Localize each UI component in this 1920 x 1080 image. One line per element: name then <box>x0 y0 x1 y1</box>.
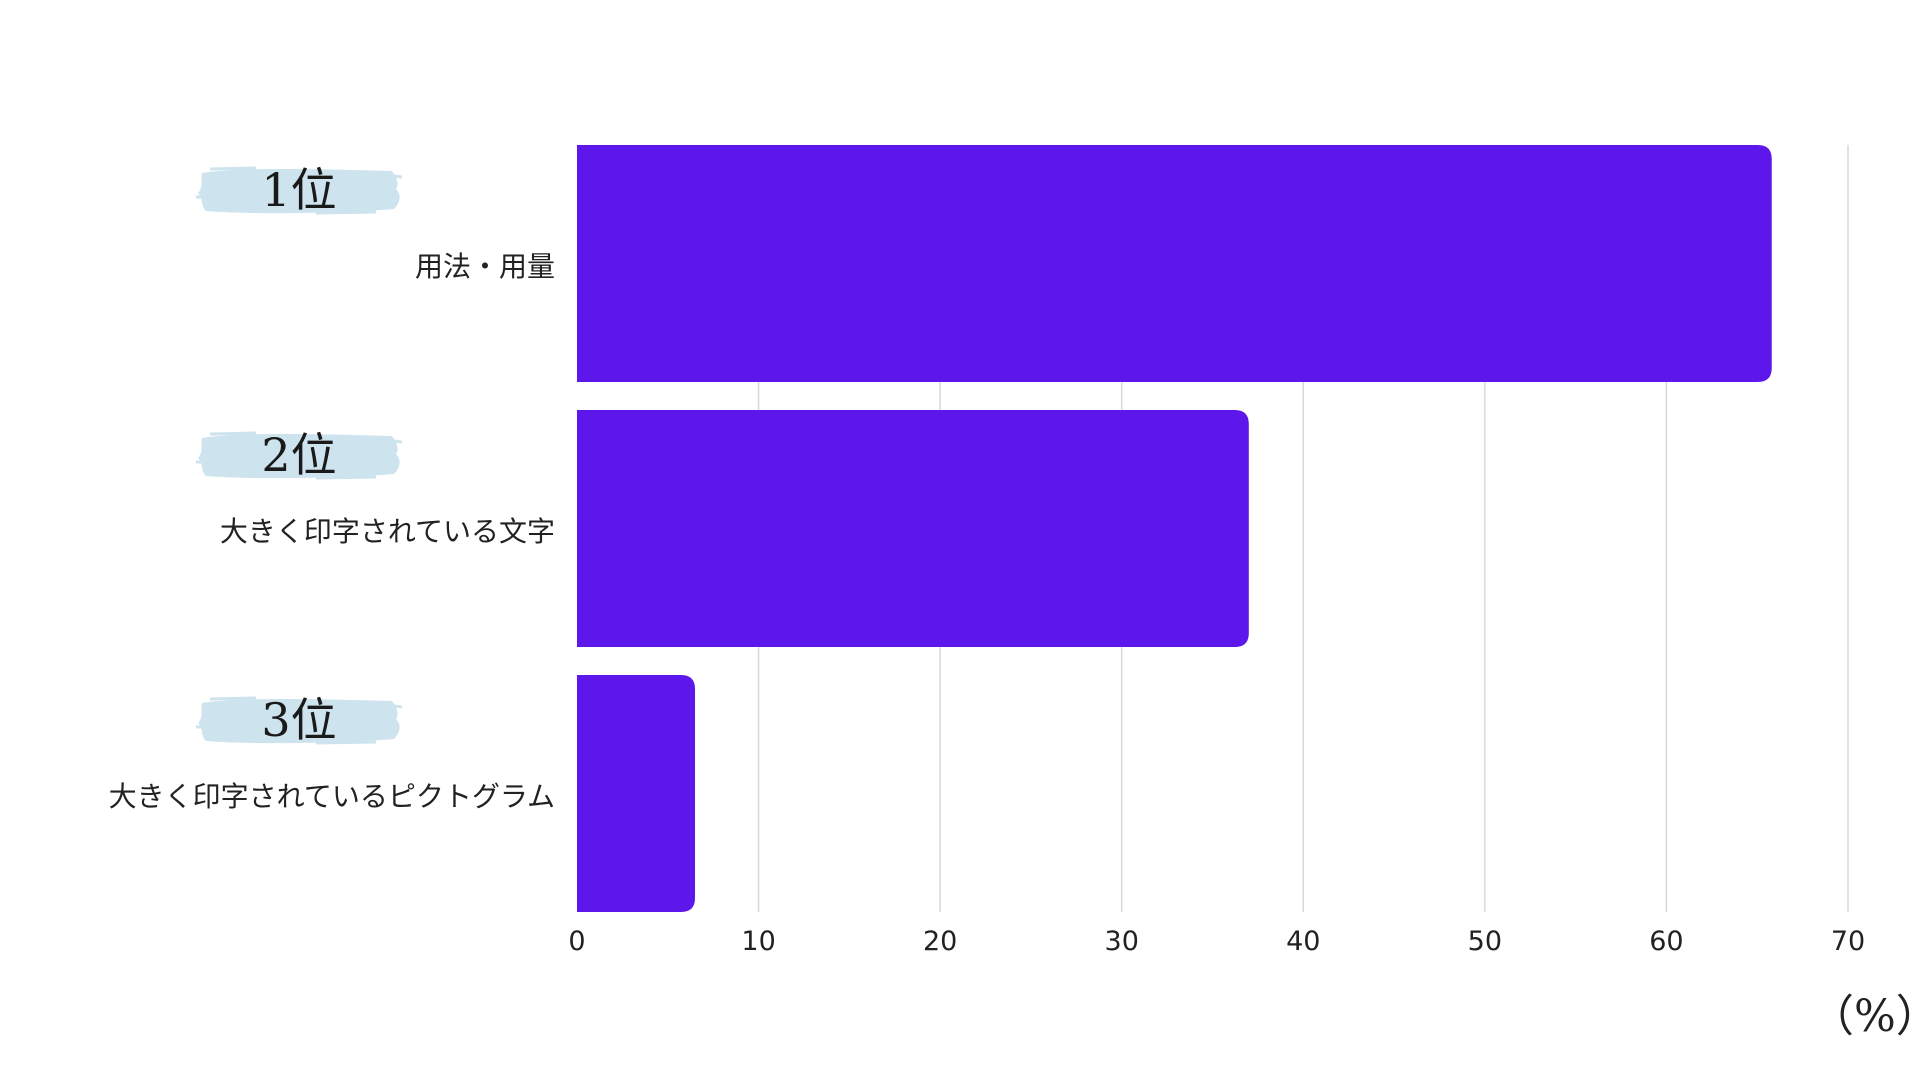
brush-stroke-icon <box>196 431 402 480</box>
rank-label: 1位 <box>261 163 337 217</box>
bar <box>577 675 696 912</box>
rank-badge: 1位 <box>196 163 402 217</box>
brush-stroke-icon <box>196 696 402 745</box>
brush-stroke-icon <box>196 166 402 215</box>
bar <box>577 145 1772 382</box>
category-label: 用法・用量 <box>414 250 555 283</box>
rank-badge: 2位 <box>196 428 402 482</box>
rank-badge: 3位 <box>196 693 402 747</box>
x-tick-label: 40 <box>1286 926 1320 957</box>
x-tick-label: 10 <box>741 926 775 957</box>
unit-label: （%） <box>1810 991 1920 1042</box>
bar <box>577 410 1249 647</box>
rank-label: 3位 <box>261 693 337 747</box>
x-tick-label: 0 <box>568 926 585 957</box>
category-label: 大きく印字されているピクトグラム <box>108 780 555 813</box>
x-tick-label: 30 <box>1105 926 1139 957</box>
x-tick-label: 60 <box>1649 926 1683 957</box>
rank-label: 2位 <box>261 428 337 482</box>
x-tick-label: 70 <box>1831 926 1865 957</box>
category-label: 大きく印字されている文字 <box>219 515 555 548</box>
x-tick-label: 20 <box>923 926 957 957</box>
x-tick-label: 50 <box>1468 926 1502 957</box>
